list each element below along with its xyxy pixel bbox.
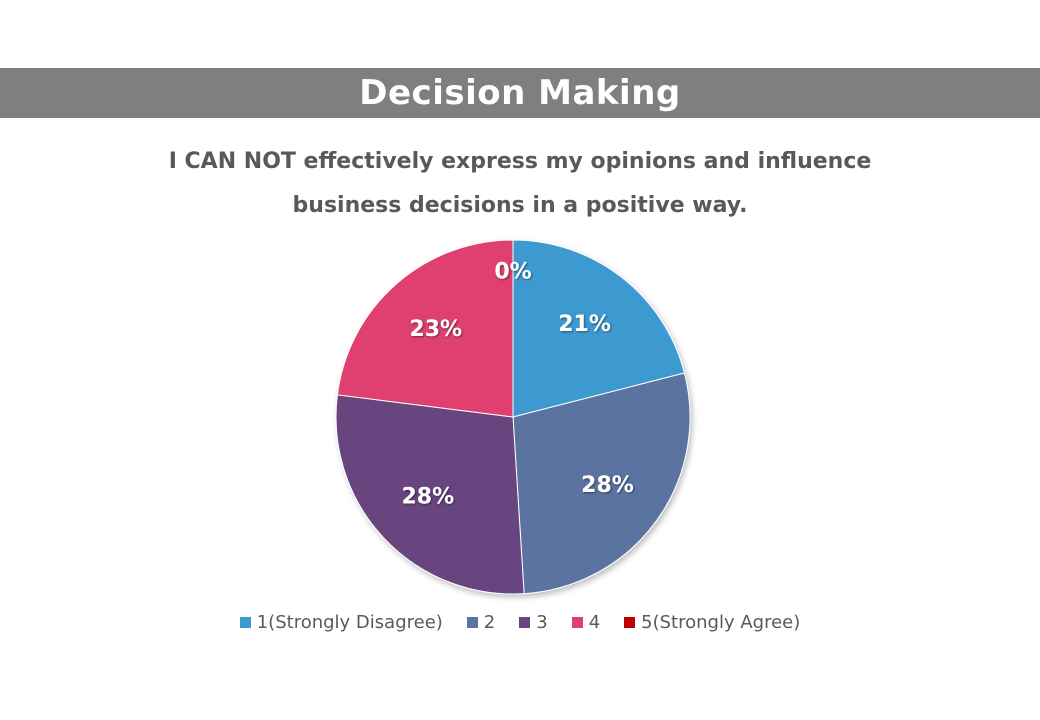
- legend-item-2: 2: [466, 612, 496, 633]
- banner-title: Decision Making: [359, 73, 681, 113]
- chart-title-line-2: business decisions in a positive way.: [292, 193, 748, 218]
- data-label-5-strongly-agree: 0%: [494, 259, 531, 284]
- legend-label: 4: [588, 612, 601, 633]
- legend-item-1-strongly-disagree: 1(Strongly Disagree): [239, 612, 443, 633]
- data-label-4: 23%: [409, 317, 462, 342]
- data-label-2: 28%: [581, 473, 634, 498]
- legend-item-4: 4: [571, 612, 601, 633]
- legend-swatch: [239, 617, 251, 628]
- data-label-1-strongly-disagree: 21%: [558, 312, 611, 337]
- chart-title-line-1: I CAN NOT effectively express my opinion…: [168, 149, 872, 174]
- data-label-3: 28%: [402, 484, 455, 509]
- chart-title: I CAN NOT effectively express my opinion…: [0, 140, 1040, 228]
- legend-swatch: [571, 617, 583, 628]
- pie-slice-1-strongly-disagree: [512, 239, 686, 418]
- pie-slice-4: [336, 239, 514, 418]
- legend-label: 3: [536, 612, 548, 633]
- legend-label: 5(Strongly Agree): [641, 612, 801, 633]
- legend-label: 1(Strongly Disagree): [256, 612, 443, 633]
- legend-swatch: [519, 617, 531, 628]
- legend-item-5-strongly-agree: 5(Strongly Agree): [624, 612, 800, 633]
- section-banner: Decision Making: [0, 68, 1040, 118]
- legend-swatch: [624, 617, 636, 628]
- legend-swatch: [466, 617, 478, 628]
- legend-label: 2: [483, 612, 496, 633]
- pie-slice-2: [512, 372, 691, 595]
- legend-item-3: 3: [519, 612, 548, 633]
- chart-legend: 1(Strongly Disagree) 2 3 4 5(Strongly Agree): [0, 612, 1040, 633]
- pie-slice-3: [335, 394, 525, 595]
